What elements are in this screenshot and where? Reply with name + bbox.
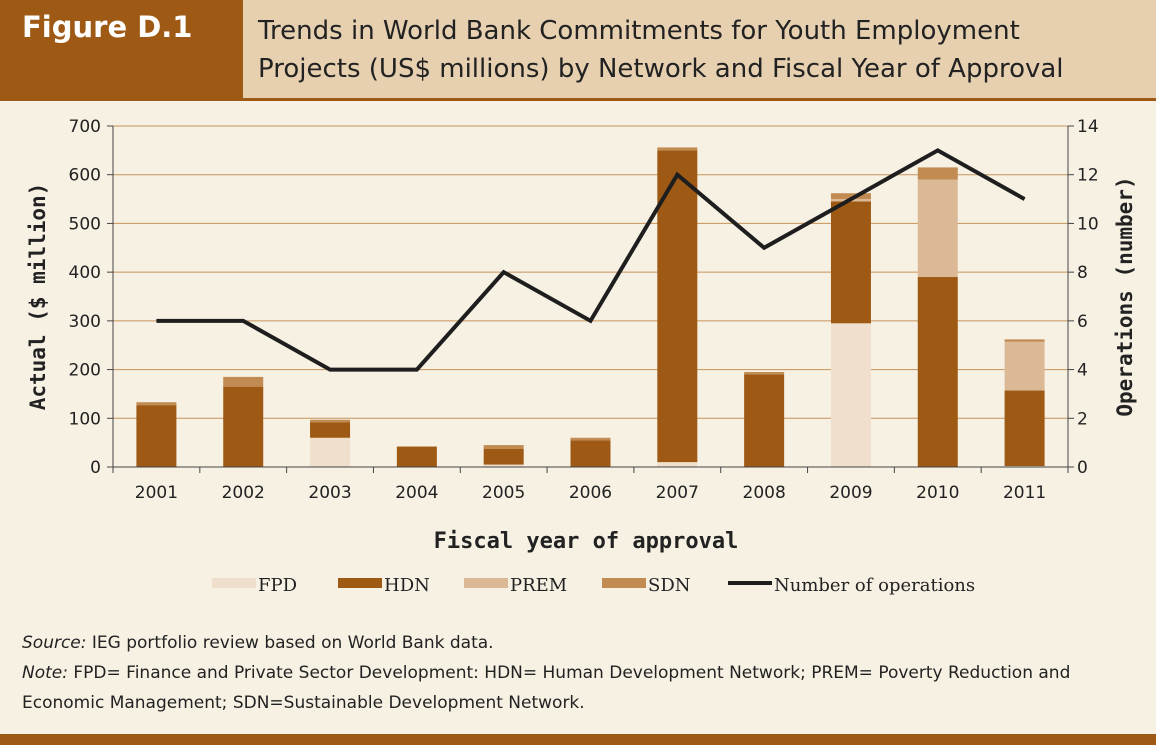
x-tick-label: 2006 xyxy=(569,483,612,503)
x-tick-label: 2010 xyxy=(916,483,959,503)
y2-tick-label: 2 xyxy=(1077,409,1088,429)
chart: 0 100 200 300 400 500 600 700 0 2 4 6 8 10 12 14 2001 200… xyxy=(26,117,1137,596)
gridlines xyxy=(113,125,1068,419)
x-tick-label: 2005 xyxy=(482,483,525,503)
x-tick-label: 2007 xyxy=(656,483,699,503)
y2-tick-label: 8 xyxy=(1077,263,1088,283)
x-tick-label: 2011 xyxy=(1003,483,1046,503)
bar-prem-2010 xyxy=(917,179,958,278)
x-axis-title: Fiscal year of approval xyxy=(434,529,739,554)
tick-labels: 0 100 200 300 400 500 600 700 0 2 4 6 8 10 12 14 2001 200… xyxy=(69,117,1099,503)
bar-fpd-2007 xyxy=(657,462,698,467)
bar-hdn-2008 xyxy=(744,374,785,467)
legend-label-operations: Number of operations xyxy=(774,575,975,596)
bar-hdn-2006 xyxy=(570,440,611,467)
bar-sdn-2010 xyxy=(917,167,958,180)
x-tick-label: 2003 xyxy=(308,483,351,503)
note-label: Note: xyxy=(22,663,68,683)
bar-hdn-2004 xyxy=(396,446,437,467)
x-tick-label: 2001 xyxy=(135,483,178,503)
bar-hdn-2007 xyxy=(657,150,698,463)
note-text: FPD= Finance and Private Sector Developm… xyxy=(22,663,1071,713)
footer-rule xyxy=(0,734,1156,745)
bar-sdn-2008 xyxy=(744,372,785,375)
bar-prem-2011 xyxy=(1004,341,1045,391)
legend-label-sdn: SDN xyxy=(648,575,691,596)
bar-hdn-2009 xyxy=(830,201,871,324)
notes: Source: IEG portfolio review based on Wo… xyxy=(22,628,1132,718)
x-tick-label: 2008 xyxy=(743,483,786,503)
legend-swatch-prem xyxy=(464,578,508,588)
bar-sdn-2001 xyxy=(136,402,177,406)
y-tick-label: 300 xyxy=(69,312,101,332)
source-line: Source: IEG portfolio review based on Wo… xyxy=(22,628,1132,658)
bar-sdn-2003 xyxy=(310,419,351,423)
bar-sdn-2005 xyxy=(483,445,524,449)
legend-label-prem: PREM xyxy=(510,575,567,596)
source-label: Source: xyxy=(22,633,87,653)
y-axis-title: Actual ($ million) xyxy=(26,183,50,411)
y2-tick-label: 14 xyxy=(1077,117,1099,137)
bar-sdn-2006 xyxy=(570,437,611,441)
bar-fpd-2003 xyxy=(310,437,351,467)
y2-tick-label: 4 xyxy=(1077,361,1088,381)
header-rule xyxy=(0,98,1156,101)
source-text: IEG portfolio review based on World Bank… xyxy=(86,633,494,653)
bar-fpd-2005 xyxy=(483,464,524,467)
x-tick-label: 2004 xyxy=(395,483,438,503)
y-tick-label: 500 xyxy=(69,214,101,234)
bar-hdn-2002 xyxy=(223,386,264,467)
figure-header: Figure D.1 Trends in World Bank Commitme… xyxy=(0,0,1156,98)
bar-sdn-2009 xyxy=(830,193,871,200)
bar-hdn-2001 xyxy=(136,405,177,467)
y-tick-label: 600 xyxy=(69,166,101,186)
legend-label-hdn: HDN xyxy=(384,575,430,596)
legend-swatch-hdn xyxy=(338,578,382,588)
y2-tick-label: 0 xyxy=(1077,458,1088,478)
y2-tick-label: 6 xyxy=(1077,312,1088,332)
bar-sdn-2007 xyxy=(657,147,698,151)
legend-label-fpd: FPD xyxy=(258,575,297,596)
bar-hdn-2010 xyxy=(917,277,958,467)
figure-number: Figure D.1 xyxy=(22,10,193,44)
y2-tick-label: 10 xyxy=(1077,214,1099,234)
note-line: Note: FPD= Finance and Private Sector De… xyxy=(22,658,1132,718)
figure-tag: Figure D.1 xyxy=(0,0,243,98)
figure-title: Trends in World Bank Commitments for You… xyxy=(258,12,1148,88)
x-tick-label: 2002 xyxy=(222,483,265,503)
axes xyxy=(107,125,1074,473)
operations-line-group xyxy=(156,148,1026,372)
y-tick-label: 700 xyxy=(69,117,101,137)
bar-sdn-2002 xyxy=(223,376,264,387)
operations-line xyxy=(156,148,1026,372)
bars xyxy=(136,147,1045,467)
y-tick-label: 400 xyxy=(69,263,101,283)
bar-fpd-2009 xyxy=(830,323,871,467)
y2-axis-title: Operations (number) xyxy=(1113,176,1137,416)
bar-hdn-2003 xyxy=(310,422,351,438)
bar-hdn-2011 xyxy=(1004,390,1045,467)
bar-hdn-2005 xyxy=(483,448,524,465)
y-tick-label: 200 xyxy=(69,361,101,381)
y-tick-label: 100 xyxy=(69,409,101,429)
legend-swatch-fpd xyxy=(212,578,256,588)
bar-sdn-2011 xyxy=(1004,339,1045,342)
y2-tick-label: 12 xyxy=(1077,166,1099,186)
legend-swatch-sdn xyxy=(602,578,646,588)
x-tick-label: 2009 xyxy=(829,483,872,503)
legend: FPD HDN PREM SDN Number of operations xyxy=(212,575,975,596)
y-tick-label: 0 xyxy=(90,458,101,478)
figure-title-line-2: Projects (US$ millions) by Network and F… xyxy=(258,54,1064,84)
figure-title-line-1: Trends in World Bank Commitments for You… xyxy=(258,16,1020,46)
